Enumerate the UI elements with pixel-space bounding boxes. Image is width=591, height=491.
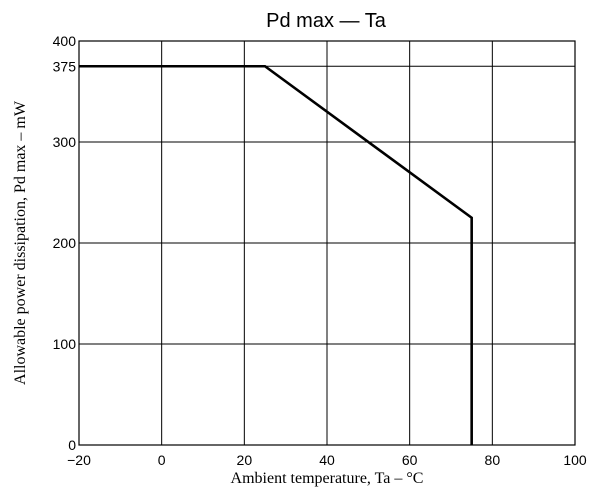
series-layer <box>79 64 473 445</box>
y-tick-label: 375 <box>53 58 77 74</box>
derating-line <box>79 64 473 445</box>
x-tick-label: 40 <box>319 452 335 468</box>
x-tick-label: −20 <box>67 452 91 468</box>
y-tick-label: 300 <box>53 134 77 150</box>
y-axis-label: Allowable power dissipation, Pd max – mW <box>12 100 29 385</box>
grid-lines <box>79 41 575 445</box>
x-tick-label: 60 <box>402 452 418 468</box>
y-tick-label: 400 <box>53 33 77 49</box>
y-tick-label: 200 <box>53 235 77 251</box>
y-tick-label: 100 <box>53 336 77 352</box>
x-tick-label: 0 <box>158 452 166 468</box>
x-tick-label: 100 <box>563 452 587 468</box>
x-tick-label: 20 <box>237 452 253 468</box>
x-tick-labels: −20 0 20 40 60 80 100 <box>67 452 587 468</box>
chart-title: Pd max — Ta <box>266 10 387 32</box>
x-axis-label: Ambient temperature, Ta – °C <box>231 470 424 487</box>
y-tick-label: 0 <box>68 437 76 453</box>
y-tick-labels: 0 100 200 300 375 400 <box>53 33 77 453</box>
plot-frame <box>78 40 576 446</box>
x-tick-label: 80 <box>485 452 501 468</box>
